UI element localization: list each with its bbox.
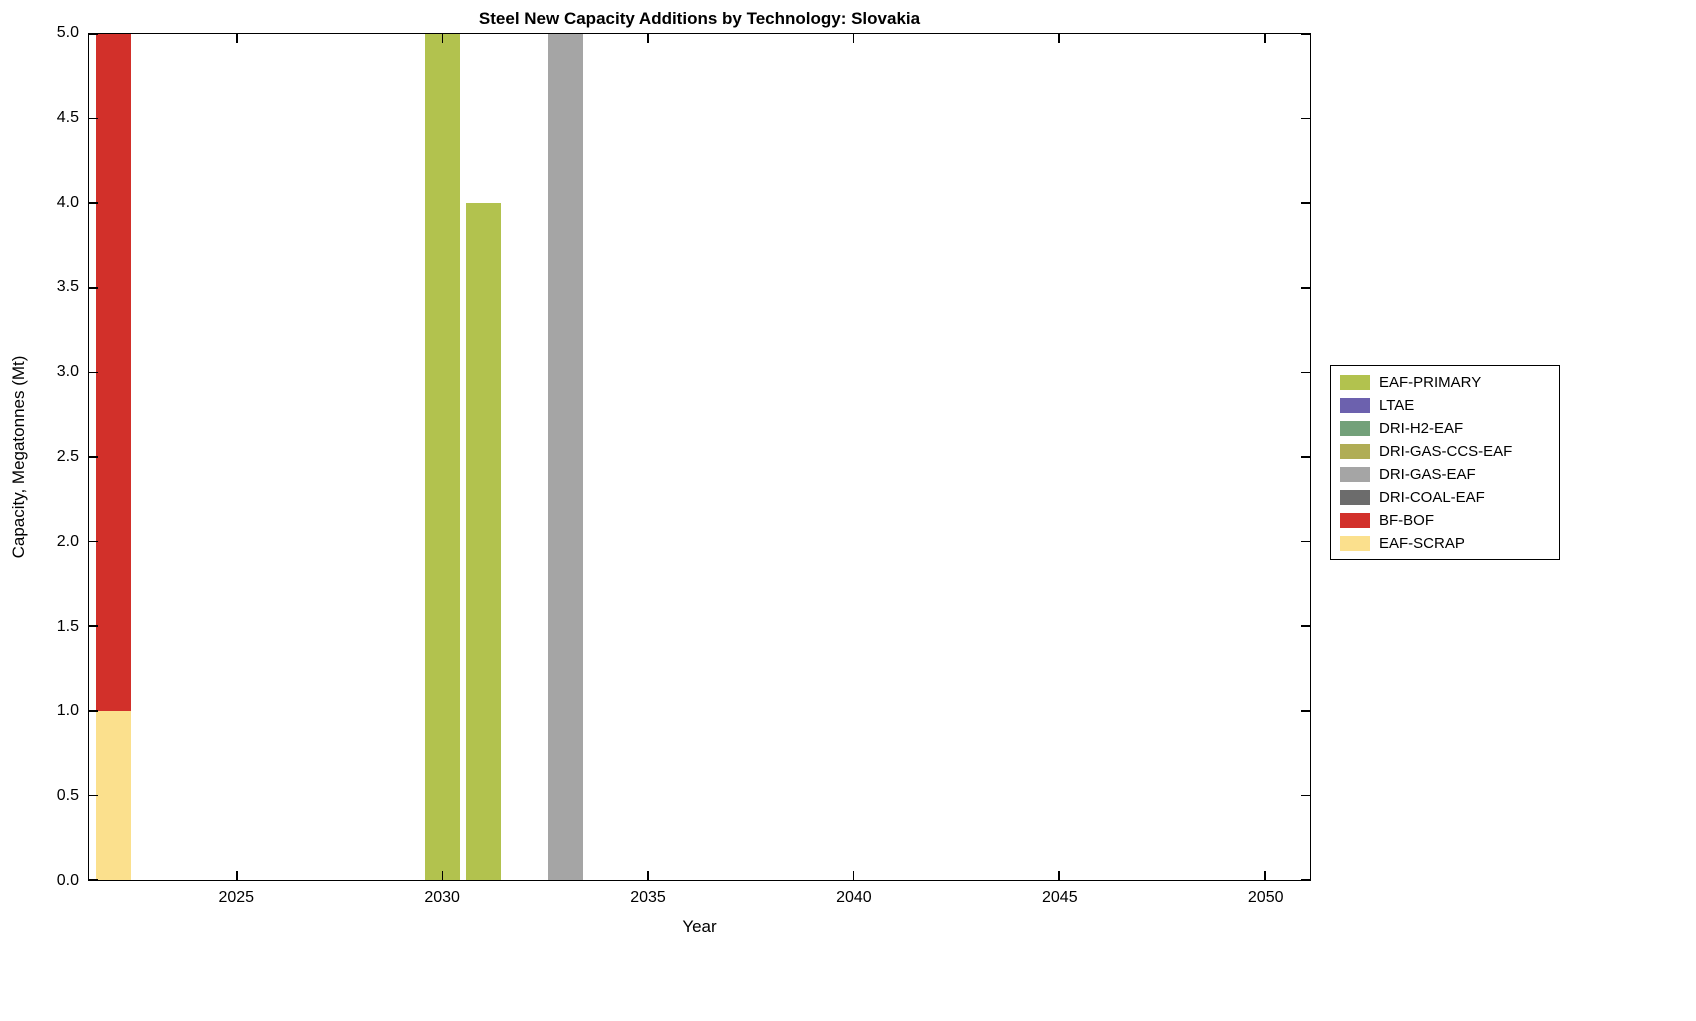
legend-entry-eaf-primary: EAF-PRIMARY bbox=[1340, 372, 1550, 392]
bar-2031-eaf-primary bbox=[466, 203, 502, 880]
x-tick-mark bbox=[1058, 34, 1060, 43]
x-tick-mark bbox=[647, 871, 649, 880]
y-tick-mark bbox=[1301, 202, 1310, 204]
y-tick-mark bbox=[89, 540, 98, 543]
y-tick-mark bbox=[1301, 287, 1310, 289]
legend-entry-dri-h2-eaf: DRI-H2-EAF bbox=[1340, 418, 1550, 438]
x-tick-mark bbox=[1264, 871, 1266, 880]
y-tick-label: 1.5 bbox=[56, 617, 79, 635]
legend-entry-ltae: LTAE bbox=[1340, 395, 1550, 415]
y-tick-mark bbox=[1301, 33, 1310, 35]
x-tick-label: 2035 bbox=[630, 889, 666, 906]
x-tick-mark bbox=[236, 871, 238, 880]
legend-entry-bf-bof: BF-BOF bbox=[1340, 510, 1550, 530]
legend-entry-dri-gas-eaf: DRI-GAS-EAF bbox=[1340, 464, 1550, 484]
bar-2022-eaf-scrap bbox=[96, 710, 132, 880]
y-tick-label: 2.5 bbox=[56, 448, 79, 465]
y-tick-label: 4.0 bbox=[56, 193, 79, 211]
y-tick-mark bbox=[89, 625, 98, 627]
x-tick-label: 2025 bbox=[218, 889, 255, 906]
legend-entry-dri-gas-ccs-eaf: DRI-GAS-CCS-EAF bbox=[1340, 441, 1550, 461]
legend-label: DRI-GAS-EAF bbox=[1379, 465, 1476, 483]
y-tick-mark bbox=[89, 710, 98, 712]
y-tick-mark bbox=[1301, 117, 1310, 120]
bar-2030-eaf-primary bbox=[425, 34, 461, 880]
legend-label: DRI-GAS-CCS-EAF bbox=[1379, 442, 1513, 460]
y-tick-mark bbox=[89, 117, 98, 120]
x-tick-mark bbox=[441, 34, 444, 43]
y-tick-mark bbox=[1301, 625, 1310, 627]
y-tick-mark bbox=[89, 371, 98, 374]
y-tick-label: 3.5 bbox=[56, 278, 79, 296]
legend-label: EAF-SCRAP bbox=[1379, 534, 1465, 552]
y-tick-mark bbox=[89, 287, 98, 289]
x-tick-mark bbox=[441, 871, 444, 880]
legend-swatch-eaf-primary bbox=[1340, 374, 1370, 390]
x-tick-mark bbox=[236, 34, 238, 43]
bar-2033-dri-gas-eaf bbox=[548, 34, 584, 880]
y-tick-mark bbox=[1301, 794, 1310, 797]
y-tick-mark bbox=[89, 794, 98, 797]
y-tick-label: 2.0 bbox=[56, 532, 79, 550]
legend-label: DRI-H2-EAF bbox=[1379, 419, 1464, 437]
y-tick-label: 3.0 bbox=[56, 363, 79, 381]
legend-swatch-dri-gas-ccs-eaf bbox=[1340, 443, 1370, 459]
y-tick-mark bbox=[89, 33, 98, 35]
legend-entry-eaf-scrap: EAF-SCRAP bbox=[1340, 533, 1550, 553]
x-tick-label: 2040 bbox=[836, 889, 872, 906]
x-tick-mark bbox=[1058, 871, 1060, 880]
x-tick-mark bbox=[1264, 34, 1266, 43]
legend-swatch-dri-gas-eaf bbox=[1340, 466, 1370, 482]
legend: EAF-PRIMARY LTAE DRI-H2-EAF DRI-GAS-CCS-EAF… bbox=[1330, 365, 1560, 560]
legend-label: DRI-COAL-EAF bbox=[1379, 488, 1485, 506]
y-tick-mark bbox=[1301, 879, 1310, 881]
y-tick-mark bbox=[1301, 371, 1310, 374]
bar-2022-bf-bof bbox=[96, 34, 132, 711]
legend-label: LTAE bbox=[1379, 396, 1415, 414]
x-tick-mark bbox=[852, 871, 855, 880]
legend-swatch-eaf-scrap bbox=[1340, 535, 1370, 551]
y-tick-mark bbox=[1301, 456, 1310, 458]
legend-swatch-ltae bbox=[1340, 397, 1370, 413]
y-tick-label: 0.0 bbox=[56, 872, 79, 889]
legend-swatch-dri-coal-eaf bbox=[1340, 489, 1370, 505]
legend-label: EAF-PRIMARY bbox=[1379, 373, 1482, 391]
y-tick-mark bbox=[89, 456, 98, 458]
y-tick-label: 4.5 bbox=[56, 108, 79, 126]
plot-area bbox=[88, 33, 1311, 881]
x-tick-label: 2030 bbox=[424, 889, 460, 906]
legend-swatch-bf-bof bbox=[1340, 512, 1370, 528]
y-tick-mark bbox=[1301, 540, 1310, 543]
y-tick-mark bbox=[1301, 710, 1310, 712]
y-tick-label: 1.0 bbox=[56, 702, 79, 720]
y-tick-mark bbox=[89, 202, 98, 204]
x-tick-mark bbox=[852, 34, 855, 43]
x-axis-label: Year bbox=[682, 917, 717, 936]
legend-swatch-dri-h2-eaf bbox=[1340, 420, 1370, 436]
chart-title: Steel New Capacity Additions by Technolo… bbox=[478, 9, 921, 28]
y-tick-mark bbox=[89, 879, 98, 881]
y-tick-label: 5.0 bbox=[56, 24, 79, 41]
y-tick-label: 0.5 bbox=[56, 787, 79, 805]
legend-entry-dri-coal-eaf: DRI-COAL-EAF bbox=[1340, 487, 1550, 507]
x-tick-label: 2050 bbox=[1247, 889, 1284, 906]
legend-label: BF-BOF bbox=[1379, 511, 1434, 529]
x-tick-mark bbox=[647, 34, 649, 43]
x-tick-label: 2045 bbox=[1042, 889, 1078, 906]
